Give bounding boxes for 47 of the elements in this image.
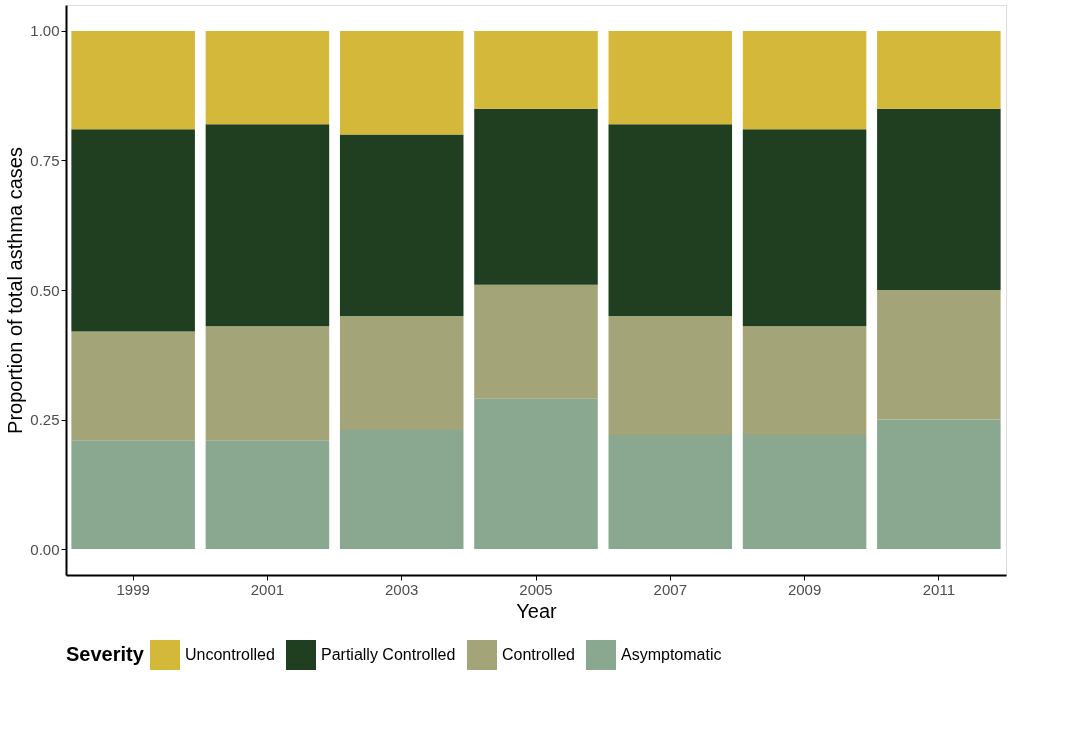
legend-label: Uncontrolled xyxy=(185,646,275,663)
x-tick-label: 2007 xyxy=(653,580,687,598)
x-tick-label: 2005 xyxy=(519,580,553,598)
bar xyxy=(339,429,464,550)
x-tick-label: 2011 xyxy=(922,580,955,598)
bar xyxy=(877,290,1001,420)
legend-label: Asymptomatic xyxy=(621,646,722,663)
bar xyxy=(608,30,733,125)
x-tick-label: 2003 xyxy=(385,580,419,598)
legend-label: Controlled xyxy=(502,646,575,663)
y-tick-label: 1.00 xyxy=(30,22,60,40)
x-tick-label: 2009 xyxy=(787,580,822,598)
bar xyxy=(474,284,598,399)
bar xyxy=(742,435,867,550)
x-tick-label: 1999 xyxy=(116,580,150,598)
bar xyxy=(205,440,330,550)
bar xyxy=(71,331,195,441)
bar xyxy=(71,129,195,332)
bar xyxy=(608,435,733,550)
bar xyxy=(339,134,464,316)
y-tick-label: 0.75 xyxy=(30,151,60,169)
bar xyxy=(877,30,1001,109)
bar xyxy=(474,30,598,109)
bar xyxy=(205,124,330,327)
y-tick-label: 0.50 xyxy=(30,281,60,299)
bar xyxy=(71,30,195,130)
bar xyxy=(205,30,330,125)
bar xyxy=(339,30,464,135)
bar xyxy=(474,108,598,285)
bar xyxy=(877,419,1001,550)
legend-title: Severity xyxy=(66,643,145,665)
bar xyxy=(205,326,330,441)
x-tick-label: 2001 xyxy=(250,580,285,598)
bar xyxy=(339,315,464,430)
x-axis-title: Year xyxy=(516,599,558,622)
y-tick-label: 0.25 xyxy=(30,411,60,429)
bar xyxy=(608,124,733,316)
bar xyxy=(474,398,598,550)
bar xyxy=(742,326,867,436)
y-axis-title: Proportion of total asthma cases xyxy=(4,147,27,434)
bar xyxy=(742,30,867,130)
bar xyxy=(742,129,867,327)
bar xyxy=(71,440,195,550)
legend-label: Partially Controlled xyxy=(321,646,456,663)
bar xyxy=(608,315,733,436)
y-tick-label: 0.00 xyxy=(30,540,60,558)
bar xyxy=(877,108,1001,290)
